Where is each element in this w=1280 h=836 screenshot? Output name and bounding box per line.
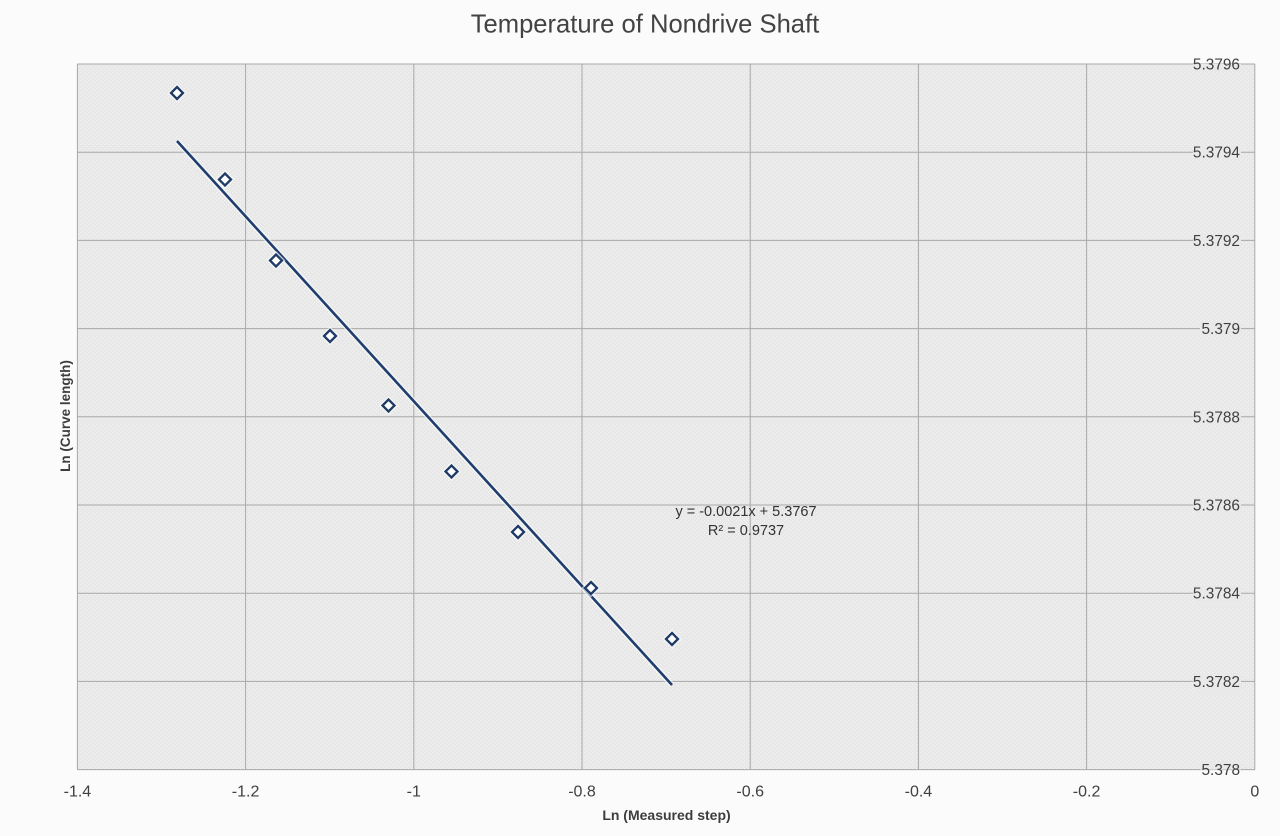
svg-text:-0.2: -0.2 [1073, 784, 1101, 801]
svg-text:y = -0.0021x + 5.3767: y = -0.0021x + 5.3767 [675, 504, 816, 520]
svg-text:-0.6: -0.6 [736, 784, 764, 801]
svg-text:-1.4: -1.4 [64, 784, 92, 801]
svg-text:5.3792: 5.3792 [1193, 233, 1240, 250]
svg-text:-1.2: -1.2 [232, 784, 260, 801]
svg-text:5.3794: 5.3794 [1193, 145, 1241, 162]
svg-text:Temperature of Nondrive Shaft: Temperature of Nondrive Shaft [471, 11, 820, 39]
svg-text:5.3788: 5.3788 [1193, 409, 1240, 426]
svg-text:5.3784: 5.3784 [1193, 586, 1241, 603]
svg-text:Ln (Measured step): Ln (Measured step) [602, 807, 730, 823]
svg-text:Ln (Curve length): Ln (Curve length) [58, 360, 73, 472]
svg-text:-0.8: -0.8 [568, 784, 596, 801]
svg-text:5.3786: 5.3786 [1193, 498, 1240, 515]
svg-text:0: 0 [1250, 784, 1259, 801]
svg-text:5.379: 5.379 [1201, 321, 1240, 338]
svg-text:5.3796: 5.3796 [1193, 57, 1240, 74]
svg-text:-0.4: -0.4 [905, 784, 933, 801]
svg-text:R² = 0.9737: R² = 0.9737 [708, 523, 784, 539]
svg-text:5.378: 5.378 [1201, 762, 1240, 779]
svg-text:5.3782: 5.3782 [1193, 674, 1240, 691]
svg-text:-1: -1 [407, 784, 421, 801]
